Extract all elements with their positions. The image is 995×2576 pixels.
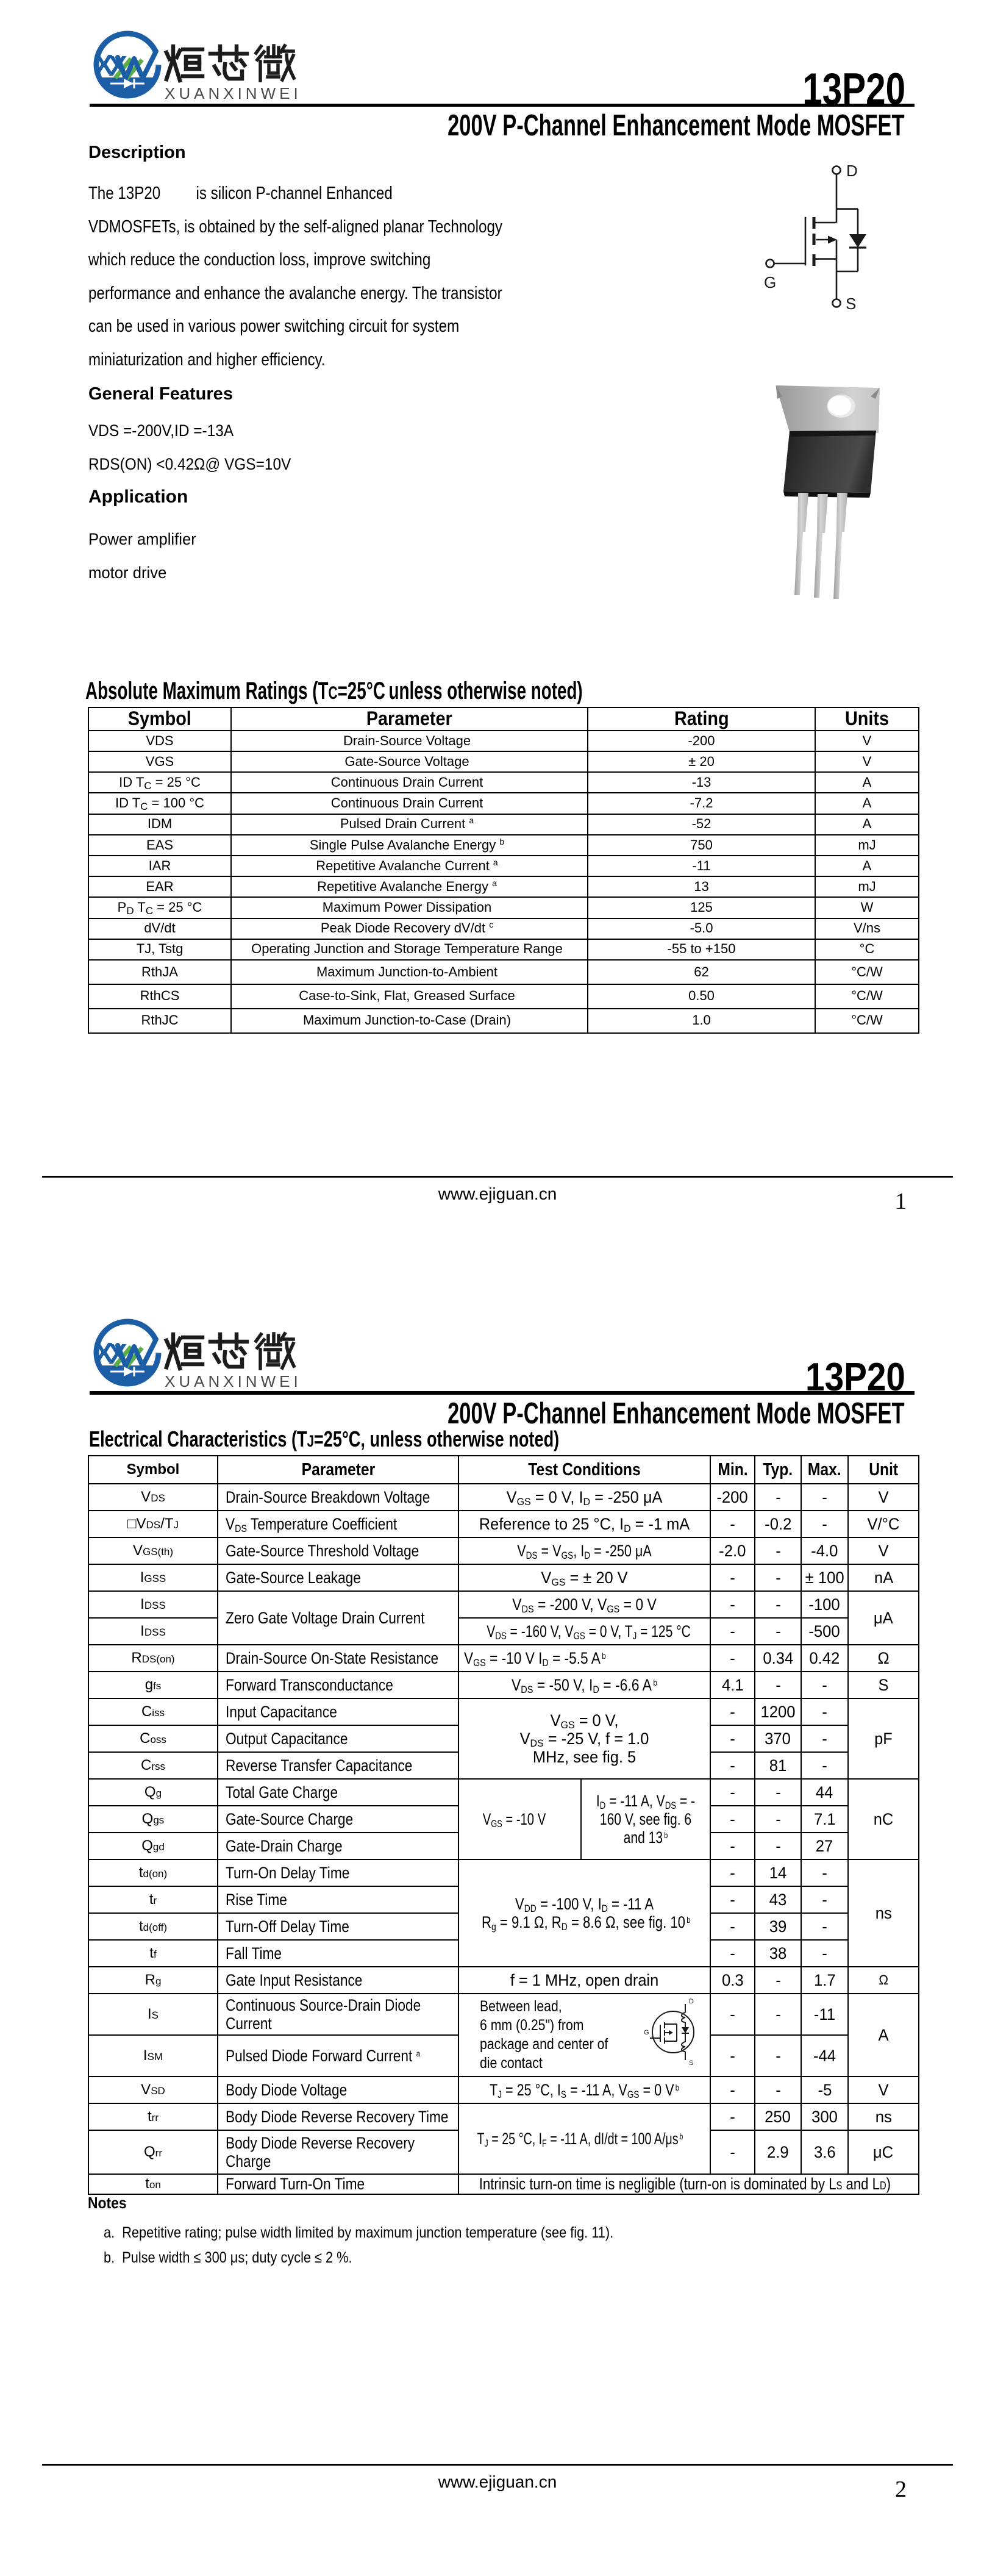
svg-text:G: G: [644, 2029, 649, 2036]
svg-text:D: D: [689, 1998, 694, 2005]
svg-text:S: S: [689, 2059, 693, 2067]
svg-text:D: D: [846, 162, 858, 180]
svg-text:G: G: [764, 273, 776, 292]
svg-text:S: S: [846, 295, 856, 313]
